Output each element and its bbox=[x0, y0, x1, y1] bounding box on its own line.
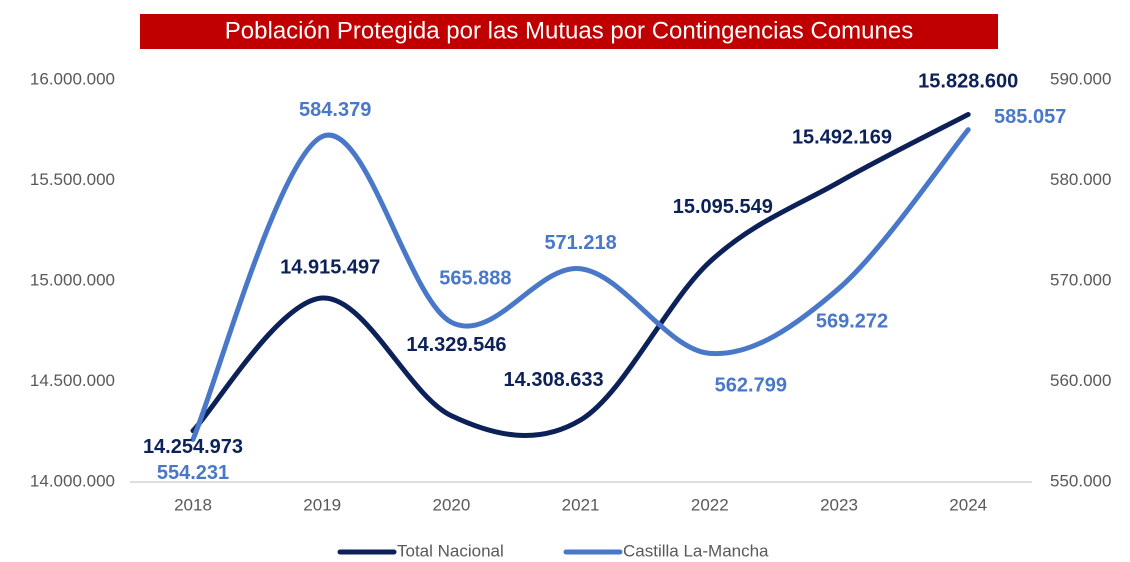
data-label: 584.379 bbox=[299, 99, 371, 121]
legend-label: Total Nacional bbox=[397, 541, 504, 560]
y-tick-label: 15.000.000 bbox=[30, 270, 115, 289]
data-label: 14.308.633 bbox=[504, 369, 604, 391]
y2-tick-label: 550.000 bbox=[1050, 471, 1111, 490]
y-tick-label: 14.000.000 bbox=[30, 471, 115, 490]
y-tick-label: 14.500.000 bbox=[30, 371, 115, 390]
y2-tick-label: 560.000 bbox=[1050, 371, 1111, 390]
chart-title: Población Protegida por las Mutuas por C… bbox=[225, 17, 913, 44]
x-tick-label: 2022 bbox=[691, 495, 729, 514]
data-label: 571.218 bbox=[544, 232, 616, 254]
data-label: 554.231 bbox=[157, 462, 229, 484]
x-tick-label: 2019 bbox=[303, 495, 341, 514]
data-label: 14.915.497 bbox=[280, 256, 380, 278]
data-label: 15.828.600 bbox=[918, 71, 1018, 93]
series-line bbox=[190, 111, 971, 438]
data-label: 562.799 bbox=[715, 375, 787, 397]
data-label: 15.095.549 bbox=[673, 196, 773, 218]
y-tick-label: 15.500.000 bbox=[30, 170, 115, 189]
y2-tick-label: 580.000 bbox=[1050, 170, 1111, 189]
y-tick-label: 16.000.000 bbox=[30, 69, 115, 88]
x-tick-label: 2018 bbox=[174, 495, 212, 514]
data-label: 15.492.169 bbox=[792, 126, 892, 148]
data-label: 565.888 bbox=[439, 268, 511, 290]
x-tick-label: 2023 bbox=[820, 495, 858, 514]
title-box bbox=[140, 14, 998, 49]
data-label: 569.272 bbox=[816, 311, 888, 333]
data-label: 14.329.546 bbox=[406, 334, 506, 356]
y2-tick-label: 570.000 bbox=[1050, 270, 1111, 289]
x-tick-label: 2021 bbox=[562, 495, 600, 514]
series-line bbox=[190, 127, 971, 442]
data-label: 14.254.973 bbox=[143, 436, 243, 458]
legend-label: Castilla La-Mancha bbox=[623, 541, 769, 560]
y2-tick-label: 590.000 bbox=[1050, 69, 1111, 88]
x-tick-label: 2020 bbox=[432, 495, 470, 514]
data-label: 585.057 bbox=[994, 106, 1066, 128]
x-tick-label: 2024 bbox=[949, 495, 987, 514]
